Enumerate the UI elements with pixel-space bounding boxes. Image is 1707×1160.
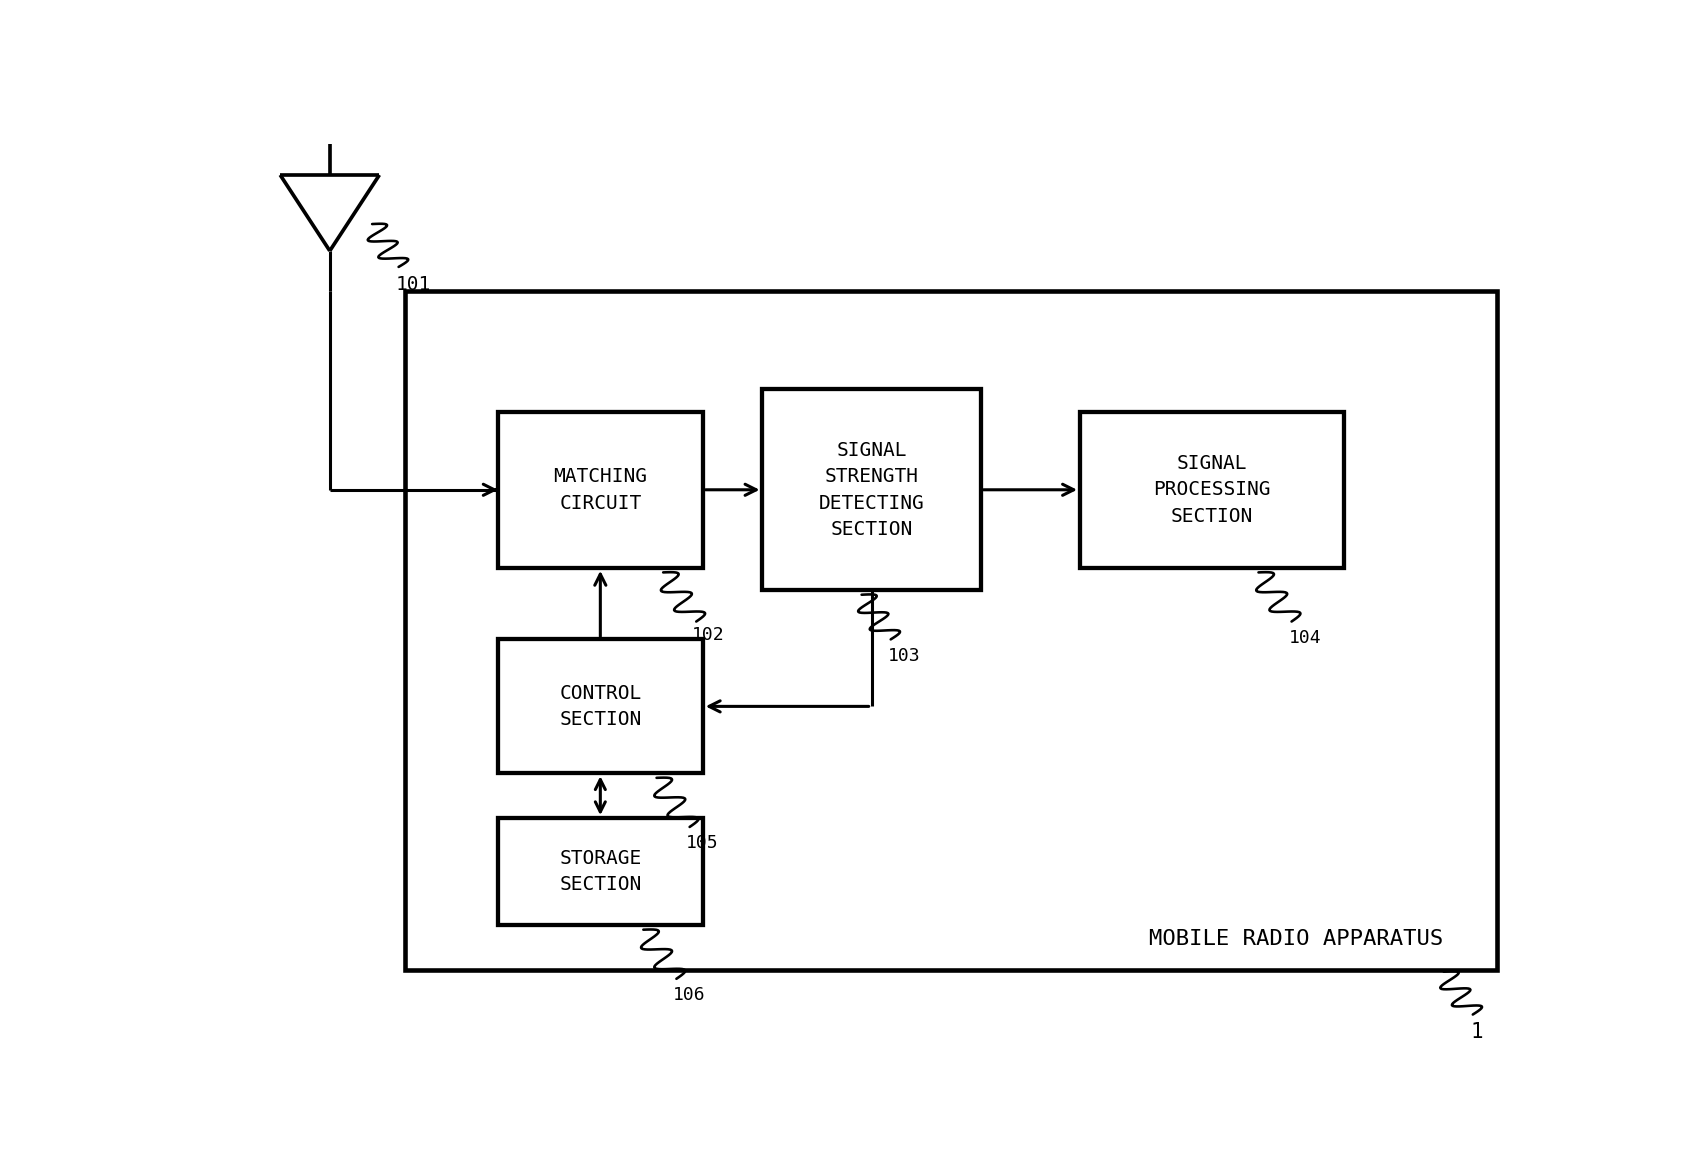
Bar <box>498 412 703 568</box>
Text: MATCHING
CIRCUIT: MATCHING CIRCUIT <box>553 467 647 513</box>
Text: 104: 104 <box>1289 629 1321 646</box>
Text: SIGNAL
PROCESSING
SECTION: SIGNAL PROCESSING SECTION <box>1154 454 1272 525</box>
Text: 102: 102 <box>693 626 725 644</box>
Text: 103: 103 <box>888 646 920 665</box>
Bar <box>763 390 980 590</box>
Text: 106: 106 <box>673 986 705 1003</box>
Text: 105: 105 <box>686 834 719 853</box>
Text: SIGNAL
STRENGTH
DETECTING
SECTION: SIGNAL STRENGTH DETECTING SECTION <box>819 441 925 539</box>
Bar <box>405 291 1497 970</box>
Text: STORAGE
SECTION: STORAGE SECTION <box>560 849 642 894</box>
Text: CONTROL
SECTION: CONTROL SECTION <box>560 683 642 730</box>
Text: 1: 1 <box>1470 1022 1483 1042</box>
Bar <box>498 639 703 774</box>
Bar <box>1081 412 1345 568</box>
Text: 101: 101 <box>396 275 432 293</box>
Text: MOBILE RADIO APPARATUS: MOBILE RADIO APPARATUS <box>1149 929 1444 949</box>
Bar <box>498 818 703 926</box>
